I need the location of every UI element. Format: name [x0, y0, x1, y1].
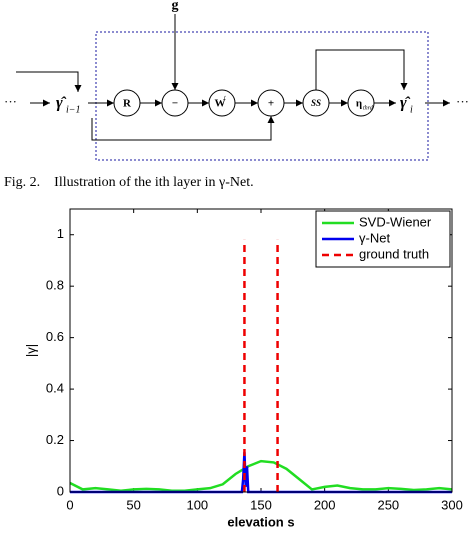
- x-tick-label: 300: [441, 497, 463, 512]
- x-tick-label: 200: [314, 497, 336, 512]
- caption: Fig. 2. Illustration of the ith layer in…: [4, 175, 254, 190]
- y-tick-label: 0.4: [46, 381, 64, 396]
- external-input: g: [172, 0, 179, 13]
- y-tick-label: 0.6: [46, 329, 64, 344]
- node: [161, 89, 189, 117]
- x-tick-label: 150: [250, 497, 272, 512]
- node-label: +: [268, 98, 274, 110]
- legend-label: SVD-Wiener: [359, 214, 432, 229]
- chart: 0 0.2 0.4 0.6 0.8 1 0 50 100 150 200 250 300 elevatio…: [23, 208, 463, 529]
- signal-label: γ̂: [400, 95, 411, 112]
- node: [208, 89, 236, 117]
- node: [113, 89, 141, 117]
- node: [347, 89, 375, 117]
- y-tick-label: 1: [57, 226, 64, 241]
- y-axis-label: |γ|: [23, 344, 38, 357]
- node-label: SS: [311, 98, 321, 108]
- node-label: R: [123, 98, 132, 110]
- signal-sub: i: [410, 104, 413, 115]
- x-tick-label: 100: [186, 497, 208, 512]
- layer-box: [95, 31, 429, 161]
- signal-label: γ̂: [56, 95, 67, 112]
- node-label: η: [356, 98, 362, 110]
- node: [302, 89, 330, 117]
- legend-label: γ-Net: [359, 230, 390, 245]
- node-sub: t: [224, 95, 226, 101]
- x-tick-label: 50: [126, 497, 140, 512]
- plot-frame: [69, 208, 453, 493]
- node-sub: thrd: [363, 105, 374, 111]
- arrow: [16, 71, 82, 92]
- y-tick-label: 0: [57, 483, 64, 498]
- y-tick-label: 0.2: [46, 432, 64, 447]
- signal-sub: i−1: [66, 104, 81, 115]
- legend-label: ground truth: [359, 246, 429, 261]
- ellipsis: ···: [456, 94, 469, 109]
- x-tick-label: 250: [377, 497, 399, 512]
- arrow: [315, 49, 408, 90]
- x-tick-label: 0: [66, 497, 73, 512]
- ellipsis: ···: [4, 94, 17, 109]
- node: [257, 89, 285, 117]
- arrow: [91, 116, 275, 141]
- node-label: −: [172, 98, 178, 110]
- line: [69, 459, 453, 492]
- x-axis-label: elevation s: [227, 514, 294, 529]
- line: [70, 452, 452, 494]
- y-tick-label: 0.8: [46, 278, 64, 293]
- node-label: W: [215, 98, 226, 110]
